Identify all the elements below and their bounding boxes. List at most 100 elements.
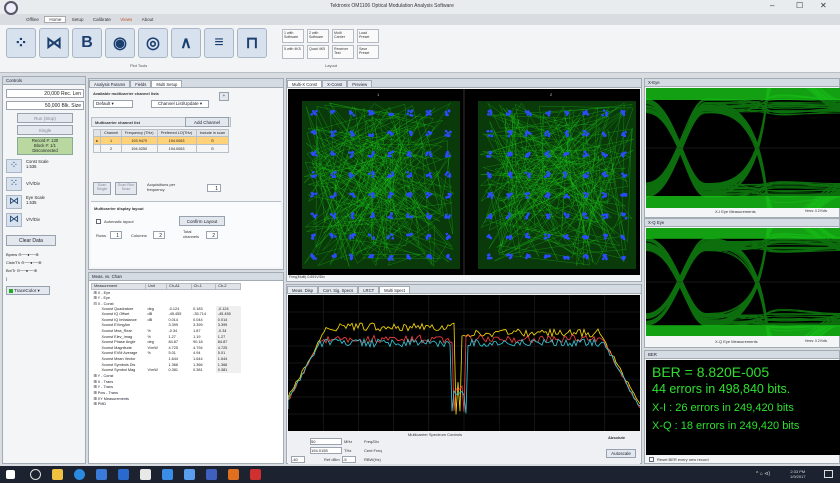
channel-row[interactable]: ▸ 1 193.9470 194.0063 ⊙ xyxy=(92,136,230,145)
record-length-field[interactable]: 20,000 Rec. Len xyxy=(6,89,84,98)
load-preset-button[interactable]: Load Preset xyxy=(357,29,379,43)
eye-scale-value[interactable]: 1.535 xyxy=(26,200,37,205)
tab-multi-x-const[interactable]: Multi-X Const xyxy=(287,80,323,87)
table-row[interactable]: Xconst Mean Vector 1.644 1.644 1.644 xyxy=(92,356,241,362)
table-row[interactable]: ⊞ X - Trans xyxy=(92,379,241,385)
notifications-icon[interactable] xyxy=(824,470,833,478)
constellation-plot[interactable] xyxy=(288,89,640,275)
const-scale-icon[interactable]: ⁘ xyxy=(6,159,22,173)
rows-field[interactable]: 1 xyxy=(110,231,122,239)
x-eye-plot[interactable] xyxy=(645,57,840,238)
layout-button-5[interactable]: 5 with 4K5 xyxy=(282,45,304,59)
browser-icon[interactable] xyxy=(74,469,85,480)
measurements-table-icon[interactable]: ≡ xyxy=(204,28,234,58)
tray-icons[interactable]: ^ ⌂ ⊲) xyxy=(756,471,770,477)
channel-list-select[interactable]: Channel List/Update ▾ xyxy=(151,100,209,108)
spectrum-icon[interactable]: ∧ xyxy=(171,28,201,58)
layout-button-2[interactable]: 2 with Software xyxy=(307,29,329,43)
start-icon[interactable] xyxy=(6,470,15,479)
layout-button-quad[interactable]: Quad 4K5 xyxy=(307,45,329,59)
trace-color-select[interactable]: TraceColor ▾ xyxy=(6,286,50,295)
app-logo-icon[interactable] xyxy=(4,1,18,15)
minimize-button[interactable]: – xyxy=(770,1,775,10)
row-lo[interactable]: 194.0063 xyxy=(156,144,197,153)
bit-error-icon[interactable]: B xyxy=(72,28,102,58)
app-icon-6[interactable] xyxy=(228,469,239,480)
autoscale-button[interactable]: Autoscale xyxy=(606,449,636,458)
tab-meas-disp[interactable]: Meas. Disp xyxy=(287,286,318,293)
table-row[interactable]: Xconst Magnitude V/mW 4.725 4.794 4.725 xyxy=(92,345,241,351)
table-row[interactable]: ⊞ X - Eye xyxy=(92,289,241,295)
app-icon-2[interactable] xyxy=(140,469,151,480)
tab-x-const[interactable]: X-Const xyxy=(322,80,348,87)
confirm-layout-button[interactable]: Confirm Layout xyxy=(179,216,225,226)
total-channels-field[interactable]: 2 xyxy=(206,231,218,239)
poincare-sphere-icon[interactable]: ◎ xyxy=(138,28,168,58)
polarization-icon[interactable]: ◉ xyxy=(105,28,135,58)
table-row[interactable]: ⊞ PMD xyxy=(92,401,241,407)
table-row[interactable]: Xconst Symbols Dis 1.366 1.366 1.366 xyxy=(92,361,241,368)
tab-lrct[interactable]: LRCT xyxy=(358,286,380,293)
single-button[interactable]: Single xyxy=(17,125,73,135)
absolute-label[interactable]: Absolute xyxy=(608,435,626,440)
columns-field[interactable]: 2 xyxy=(153,231,165,239)
eye-scale-icon[interactable]: ⋈ xyxy=(6,195,22,209)
tab-multi-spect[interactable]: Multi Spect xyxy=(379,286,410,293)
clear-data-button[interactable]: Clear Data xyxy=(6,235,56,246)
table-row[interactable]: Xconst Elev_Imag% 1.27 1.19 1.27 xyxy=(92,333,241,340)
tab-corr-sig-specs[interactable]: Corr. Sig. Specs xyxy=(317,286,359,293)
ref-dbm-field[interactable]: -5 xyxy=(342,456,356,463)
app-icon-3[interactable] xyxy=(162,469,173,480)
file-explorer-icon[interactable] xyxy=(52,469,63,480)
table-row[interactable]: Xconst IQ Offset dB -45.455 -35.714 -45.455 xyxy=(92,311,241,318)
slider-row-1[interactable]: Bpmw ⊖──●──⊕ xyxy=(6,252,39,257)
restore-button[interactable]: ☐ xyxy=(796,1,804,10)
const-scale-alt-icon[interactable]: ⁙ xyxy=(6,177,22,191)
row-include-toggle[interactable]: ⊙ xyxy=(195,144,230,153)
app-icon-1[interactable] xyxy=(118,469,129,480)
run-button[interactable]: Run (Stop) xyxy=(17,113,73,123)
tab-preview[interactable]: Preview xyxy=(347,80,373,87)
menu-calibrate[interactable]: Calibrate xyxy=(92,17,111,22)
channel-row[interactable]: 2 194.0250 194.0063 ⊙ xyxy=(92,144,230,153)
row-frequency[interactable]: 193.9470 xyxy=(120,136,158,145)
menu-setup[interactable]: Setup xyxy=(71,17,84,22)
table-row[interactable]: ⊞ Y - Const xyxy=(92,373,241,379)
acquisitions-field[interactable]: 1 xyxy=(207,184,221,192)
app-icon-4[interactable] xyxy=(184,469,195,480)
clock[interactable]: 2:33 PM 1/9/2017 xyxy=(790,469,806,479)
table-row[interactable]: ⊞ Pow - Trans xyxy=(92,390,241,396)
table-row[interactable]: ⊞ Y - Eye xyxy=(92,295,241,301)
table-row[interactable]: Xconst Phase Angle deg 84.87 90.18 84.87 xyxy=(92,339,241,346)
save-preset-button[interactable]: Save Preset xyxy=(357,45,379,59)
table-row[interactable]: ⊞ XY Measurements xyxy=(92,395,241,401)
tab-multi-setup[interactable]: Multi Setup xyxy=(151,80,183,87)
tab-fields[interactable]: Fields xyxy=(130,80,152,87)
menu-home[interactable]: Home xyxy=(44,16,67,23)
level-field[interactable]: -40 xyxy=(291,456,305,463)
layout-button-multi[interactable]: Multi Carrier xyxy=(332,29,354,43)
reset-ber-checkbox[interactable] xyxy=(649,457,654,462)
menu-about[interactable]: About xyxy=(141,17,154,22)
const-scale-value[interactable]: 1.535 xyxy=(26,164,37,169)
table-row[interactable]: Xconst Quadrature deg -0.124 0.183 -0.124 xyxy=(92,305,241,312)
multicarrier-icon[interactable]: ⊓ xyxy=(237,28,267,58)
app-icon-5[interactable] xyxy=(206,469,217,480)
default-select[interactable]: Default ▾ xyxy=(93,100,133,108)
menu-offline[interactable]: Offline xyxy=(26,17,39,22)
spectrum-plot[interactable] xyxy=(287,295,641,431)
auto-layout-checkbox[interactable] xyxy=(96,219,101,224)
eye-diagram-icon[interactable]: ⋈ xyxy=(39,28,69,58)
close-button[interactable]: ✕ xyxy=(820,1,827,10)
add-channel-button[interactable]: Add Channel xyxy=(185,117,229,127)
slider-row-2[interactable]: Clstr/Th ⊖──●──⊕ xyxy=(6,260,42,265)
cent-freq-field[interactable]: 194.0155 xyxy=(310,447,342,454)
slider-row-3[interactable]: Bn/Tr ⊖──●──⊕ xyxy=(6,268,38,273)
app-icon-7[interactable] xyxy=(250,469,261,480)
table-row[interactable]: Xconst Mea_Rear% -0.34 1.87 -0.34 xyxy=(92,328,241,334)
table-row[interactable]: Xconst EVM Average% 5.01 4.94 5.01 xyxy=(92,350,241,357)
table-row[interactable]: Xconst Symbol Mag V/mW 0.381 0.381 0.381 xyxy=(92,367,241,373)
layout-button-1[interactable]: 1 with Software xyxy=(282,29,304,43)
eye-scale-alt-icon[interactable]: ⋈ xyxy=(6,213,22,227)
scan-run-button[interactable]: Scan Run Scan xyxy=(115,182,137,195)
